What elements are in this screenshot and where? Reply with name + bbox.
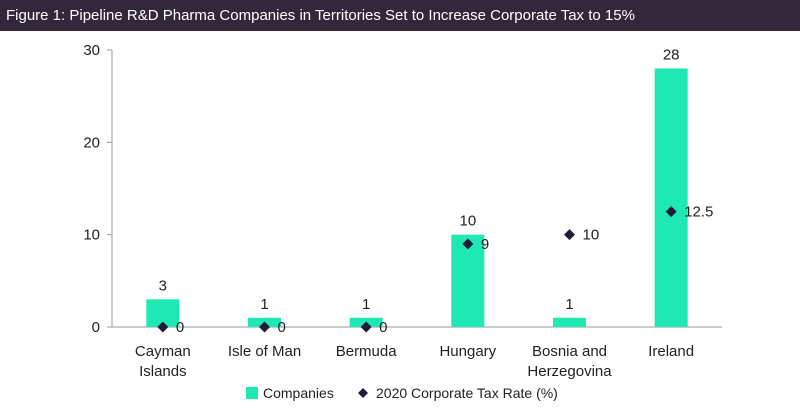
tax-rate-marker [259, 321, 270, 333]
tax-rate-marker [665, 206, 677, 218]
y-tick-label: 30 [83, 42, 100, 59]
y-tick-label: 10 [83, 227, 100, 244]
tax-rate-data-label: 9 [481, 236, 489, 253]
legend-label-tax-rate: 2020 Corporate Tax Rate (%) [376, 385, 558, 401]
legend-swatch-tax-rate [358, 388, 368, 398]
y-tick-label: 20 [83, 134, 100, 151]
x-category-label: Ireland [648, 343, 694, 360]
x-category-label: Herzegovina [527, 363, 612, 380]
y-tick-label: 0 [92, 319, 100, 336]
bar-companies [654, 68, 688, 327]
legend-label-companies: Companies [263, 385, 334, 401]
bar-data-label: 1 [362, 296, 370, 313]
x-category-label: Bermuda [336, 343, 398, 360]
bar-data-label: 1 [260, 296, 268, 313]
bar-companies [451, 234, 485, 327]
x-category-label: Bosnia and [532, 343, 607, 360]
tax-rate-data-label: 10 [583, 227, 600, 244]
x-category-label: Isle of Man [228, 343, 301, 360]
bar-data-label: 3 [159, 277, 167, 294]
tax-rate-marker [360, 321, 372, 333]
tax-rate-data-label: 0 [379, 319, 387, 336]
legend-swatch-companies [246, 387, 258, 399]
bar-data-label: 1 [565, 296, 573, 313]
x-category-label: Hungary [439, 343, 496, 360]
chart: 0 10 20 30 3 1 1 10 1 28 0 0 0 9 10 12.5 Cayman Islands Is… [83, 42, 722, 401]
bar-companies [553, 317, 586, 327]
x-category-label: Islands [139, 363, 187, 380]
x-category-label: Cayman [135, 343, 191, 360]
tax-rate-marker [462, 238, 474, 250]
tax-rate-data-label: 0 [278, 319, 286, 336]
chart-title: Figure 1: Pipeline R&D Pharma Companies … [0, 0, 800, 31]
tax-rate-marker [564, 229, 575, 241]
bar-data-label: 10 [459, 213, 476, 230]
tax-rate-data-label: 12.5 [684, 204, 713, 221]
bar-data-label: 28 [663, 46, 680, 63]
tax-rate-marker [157, 321, 169, 333]
tax-rate-data-label: 0 [176, 319, 184, 336]
